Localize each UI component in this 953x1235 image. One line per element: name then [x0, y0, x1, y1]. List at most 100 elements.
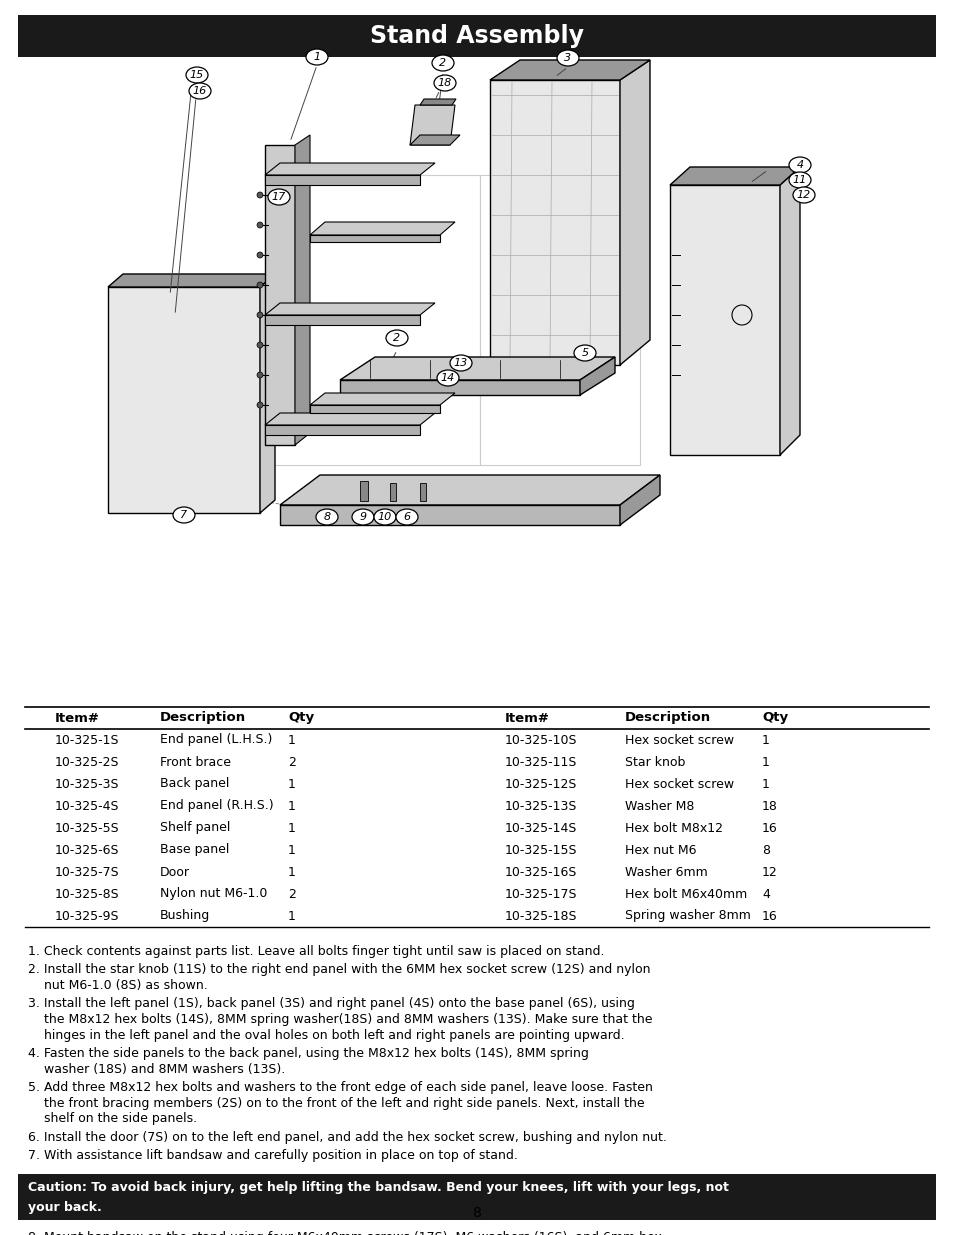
Text: 9: 9 [359, 513, 366, 522]
Text: 5: 5 [580, 348, 588, 358]
Polygon shape [669, 167, 800, 185]
Polygon shape [410, 105, 455, 144]
Polygon shape [310, 405, 439, 412]
Ellipse shape [788, 172, 810, 188]
Circle shape [256, 252, 263, 258]
Polygon shape [265, 303, 435, 315]
Polygon shape [310, 235, 439, 242]
Text: 7. With assistance lift bandsaw and carefully position in place on top of stand.: 7. With assistance lift bandsaw and care… [28, 1149, 517, 1162]
Text: Nylon nut M6-1.0: Nylon nut M6-1.0 [160, 888, 267, 900]
Polygon shape [619, 61, 649, 366]
Text: 17: 17 [272, 191, 286, 203]
Ellipse shape [189, 83, 211, 99]
Text: 7: 7 [180, 510, 188, 520]
Text: End panel (L.H.S.): End panel (L.H.S.) [160, 734, 273, 746]
Text: Item#: Item# [55, 711, 100, 725]
Ellipse shape [315, 509, 337, 525]
Text: the M8x12 hex bolts (14S), 8MM spring washer(18S) and 8MM washers (13S). Make su: the M8x12 hex bolts (14S), 8MM spring wa… [28, 1013, 652, 1026]
Text: Qty: Qty [761, 711, 787, 725]
Text: nut M6-1.0 (8S) as shown.: nut M6-1.0 (8S) as shown. [28, 979, 208, 992]
Circle shape [256, 372, 263, 378]
Polygon shape [280, 505, 619, 525]
Ellipse shape [434, 75, 456, 91]
Text: 6: 6 [403, 513, 410, 522]
Text: 4: 4 [796, 161, 802, 170]
Text: Washer 6mm: Washer 6mm [624, 866, 707, 878]
Text: 10-325-7S: 10-325-7S [55, 866, 119, 878]
FancyBboxPatch shape [18, 15, 935, 57]
Text: Hex socket screw: Hex socket screw [624, 778, 734, 790]
Text: 10-325-18S: 10-325-18S [504, 909, 577, 923]
Text: Description: Description [624, 711, 710, 725]
Circle shape [256, 403, 263, 408]
Text: hinges in the left panel and the oval holes on both left and right panels are po: hinges in the left panel and the oval ho… [28, 1029, 624, 1041]
Polygon shape [419, 99, 456, 105]
Text: 1: 1 [761, 734, 769, 746]
Text: 16: 16 [193, 86, 207, 96]
Text: 2: 2 [288, 888, 295, 900]
Polygon shape [260, 274, 274, 513]
Text: 11: 11 [792, 175, 806, 185]
Polygon shape [490, 61, 649, 80]
Text: 1: 1 [288, 799, 295, 813]
Circle shape [256, 342, 263, 348]
Text: 2: 2 [288, 756, 295, 768]
Text: 10-325-4S: 10-325-4S [55, 799, 119, 813]
Text: 8: 8 [472, 1207, 481, 1220]
Polygon shape [265, 412, 435, 425]
Text: 8: 8 [761, 844, 769, 857]
Text: Caution: To avoid back injury, get help lifting the bandsaw. Bend your knees, li: Caution: To avoid back injury, get help … [28, 1182, 728, 1194]
Polygon shape [669, 185, 780, 454]
FancyBboxPatch shape [18, 1173, 935, 1219]
Text: 3. Install the left panel (1S), back panel (3S) and right panel (4S) onto the ba: 3. Install the left panel (1S), back pan… [28, 998, 634, 1010]
Text: the front bracing members (2S) on to the front of the left and right side panels: the front bracing members (2S) on to the… [28, 1097, 644, 1109]
Text: 1: 1 [314, 52, 320, 62]
Polygon shape [265, 144, 294, 445]
Polygon shape [108, 287, 260, 513]
Text: 10-325-16S: 10-325-16S [504, 866, 577, 878]
Ellipse shape [386, 330, 408, 346]
Ellipse shape [172, 508, 194, 522]
Ellipse shape [432, 56, 454, 70]
Text: 10-325-13S: 10-325-13S [504, 799, 577, 813]
Text: 3: 3 [564, 53, 571, 63]
Polygon shape [390, 483, 395, 501]
Text: Washer M8: Washer M8 [624, 799, 694, 813]
Circle shape [256, 312, 263, 317]
Text: 4. Fasten the side panels to the back panel, using the M8x12 hex bolts (14S), 8M: 4. Fasten the side panels to the back pa… [28, 1047, 588, 1060]
Text: 10-325-6S: 10-325-6S [55, 844, 119, 857]
Text: 16: 16 [761, 821, 777, 835]
Text: Bushing: Bushing [160, 909, 210, 923]
Text: 10-325-17S: 10-325-17S [504, 888, 577, 900]
Text: 1: 1 [761, 778, 769, 790]
Ellipse shape [374, 509, 395, 525]
Text: 13: 13 [454, 358, 468, 368]
Text: Qty: Qty [288, 711, 314, 725]
Text: 1: 1 [288, 866, 295, 878]
Text: Door: Door [160, 866, 190, 878]
Text: 2. Install the star knob (11S) to the right end panel with the 6MM hex socket sc: 2. Install the star knob (11S) to the ri… [28, 963, 650, 977]
Polygon shape [490, 80, 619, 366]
Ellipse shape [268, 189, 290, 205]
Polygon shape [280, 475, 659, 505]
Ellipse shape [557, 49, 578, 65]
Polygon shape [339, 380, 579, 395]
Circle shape [256, 191, 263, 198]
Polygon shape [419, 483, 426, 501]
Ellipse shape [395, 509, 417, 525]
Ellipse shape [792, 186, 814, 203]
Text: 12: 12 [761, 866, 777, 878]
Text: Hex bolt M6x40mm: Hex bolt M6x40mm [624, 888, 746, 900]
Polygon shape [310, 222, 455, 235]
Text: Description: Description [160, 711, 246, 725]
Text: 10-325-11S: 10-325-11S [504, 756, 577, 768]
Text: shelf on the side panels.: shelf on the side panels. [28, 1112, 197, 1125]
Text: 10-325-8S: 10-325-8S [55, 888, 119, 900]
Polygon shape [294, 135, 310, 445]
Ellipse shape [352, 509, 374, 525]
Text: Star knob: Star knob [624, 756, 684, 768]
Text: 10-325-15S: 10-325-15S [504, 844, 577, 857]
Polygon shape [265, 315, 419, 325]
Text: 2: 2 [393, 333, 400, 343]
Text: 15: 15 [190, 70, 204, 80]
